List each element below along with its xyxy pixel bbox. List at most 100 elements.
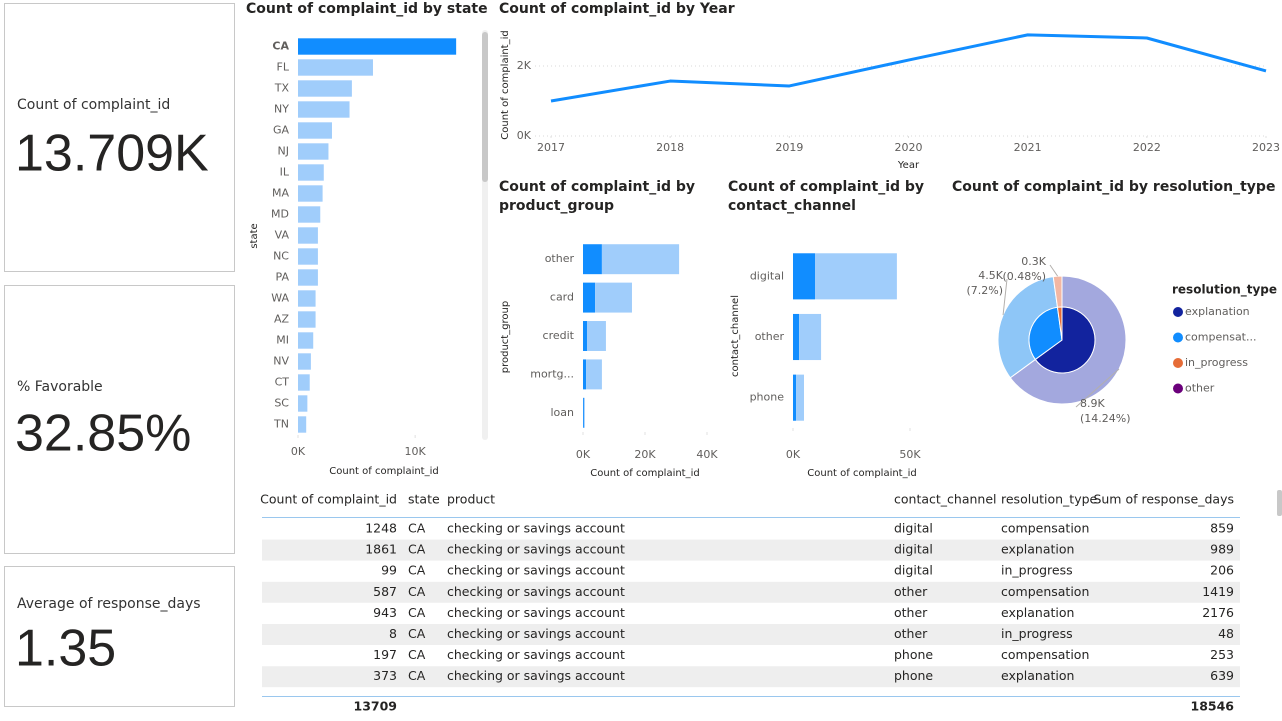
inner-slice [1028, 306, 1063, 361]
bar-segment [793, 313, 800, 361]
legend-marker [1173, 358, 1183, 368]
leader-line [1075, 368, 1120, 408]
chart-title: Count of complaint_id by product_group [499, 179, 695, 214]
legend-label: in_progress [1185, 356, 1248, 369]
table-cell: CA [408, 605, 426, 620]
card-frame [4, 566, 235, 707]
table-cell: CA [408, 626, 426, 641]
card-frame [4, 285, 235, 554]
chart-title: Count of complaint_id by state [246, 1, 488, 17]
table-cell: 1419 [1202, 584, 1234, 599]
row-band [262, 581, 1240, 603]
table-cell: checking or savings account [447, 563, 625, 578]
bar-segment [595, 282, 632, 313]
table-cell: checking or savings account [447, 626, 625, 641]
bar-segment [583, 397, 585, 428]
table-cell: 48 [1218, 626, 1234, 641]
y-tick-label: CT [275, 376, 290, 389]
table-cell: CA [408, 521, 426, 536]
x-tick-label: 50K [899, 448, 921, 461]
bar [298, 38, 457, 55]
x-tick-label: 20K [634, 448, 656, 461]
scroll-thumb[interactable] [482, 32, 488, 182]
y-tick-label: GA [273, 124, 290, 137]
bar [298, 206, 321, 223]
y-tick-label: digital [750, 269, 784, 282]
chart-title: Count of complaint_id by resolution_type [952, 179, 1275, 195]
x-tick-label: 2022 [1133, 141, 1161, 154]
bar-segment [583, 321, 588, 351]
y-tick-label: MA [272, 187, 289, 200]
y-tick-label: MD [271, 208, 289, 221]
y-tick-label: IL [280, 166, 290, 179]
bar-segment [586, 359, 602, 390]
bar [298, 290, 316, 307]
title-line: Count of complaint_id by [728, 179, 924, 195]
x-tick-label: 2019 [775, 141, 803, 154]
y-tick-label: other [545, 252, 575, 265]
y-tick-label: CA [272, 40, 289, 53]
bar [298, 227, 318, 244]
x-tick-label: 0K [786, 448, 801, 461]
table-cell: 639 [1210, 668, 1234, 683]
data-label: 0.3K [1021, 255, 1046, 268]
table-cell: 8 [389, 626, 397, 641]
row-band [262, 539, 1240, 561]
column-header: Count of complaint_id [260, 492, 397, 507]
chart-title: Count of complaint_id by Year [499, 1, 735, 17]
y-tick-label: WA [271, 292, 289, 305]
y-tick-label: MI [276, 334, 289, 347]
data-label: 8.9K [1080, 397, 1105, 410]
column-header: product [447, 492, 495, 507]
bar [298, 101, 350, 118]
line [550, 33, 1267, 103]
card-label: Count of complaint_id [17, 97, 170, 113]
table-cell: 1861 [365, 542, 397, 557]
bar-segment [814, 253, 897, 300]
table-cell: 2176 [1202, 605, 1234, 620]
x-axis-title: Count of complaint_id [807, 468, 916, 479]
title-line: product_group [499, 198, 614, 214]
y-tick-label: 2K [517, 59, 532, 72]
column-header: contact_channel [894, 492, 997, 507]
bar [298, 269, 318, 286]
table-cell: checking or savings account [447, 521, 625, 536]
table-cell: 197 [373, 647, 397, 662]
card-value: 13.709K [15, 125, 209, 183]
bar-segment [796, 374, 804, 421]
table-cell: checking or savings account [447, 647, 625, 662]
column-header: resolution_type [1001, 492, 1098, 507]
column-header: state [408, 492, 440, 507]
table-cell: phone [894, 668, 933, 683]
card-value: 1.35 [15, 620, 116, 678]
data-label: (0.48%) [1002, 270, 1046, 283]
table-cell: 989 [1210, 542, 1234, 557]
bar [298, 143, 329, 160]
y-axis-title: Count of complaint_id [500, 30, 511, 139]
table-cell: other [894, 605, 928, 620]
bar [298, 80, 352, 97]
table-cell: explanation [1001, 668, 1074, 683]
x-tick-label: 2021 [1014, 141, 1042, 154]
scroll-thumb[interactable] [1277, 490, 1282, 516]
y-tick-label: PA [276, 271, 290, 284]
bar [298, 185, 323, 202]
table-cell: CA [408, 542, 426, 557]
table-cell: CA [408, 563, 426, 578]
y-axis-title: product_group [500, 301, 511, 374]
legend-marker [1173, 332, 1183, 343]
y-tick-label: NY [274, 103, 289, 116]
card-label: Average of response_days [17, 596, 201, 612]
y-tick-label: AZ [274, 313, 290, 326]
table-cell: 206 [1210, 563, 1234, 578]
data-label: (14.24%) [1080, 412, 1131, 425]
card-value: 32.85% [15, 405, 191, 463]
title-line: Count of complaint_id by [499, 179, 695, 195]
bar-segment [583, 244, 602, 275]
legend-label: explanation [1185, 305, 1250, 318]
column-header: Sum of response_days [1093, 492, 1234, 507]
y-tick-label: card [550, 291, 574, 304]
x-tick-label: 2023 [1252, 141, 1280, 154]
bar [298, 416, 307, 433]
x-axis-title: Count of complaint_id [590, 468, 699, 479]
